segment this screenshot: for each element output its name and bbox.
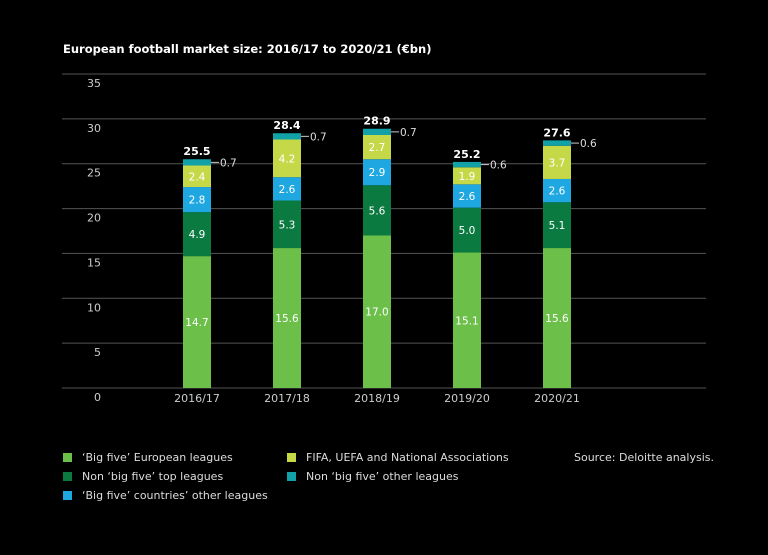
legend-item: Non ‘big five’ top leagues (63, 470, 223, 483)
data-label: 5.3 (279, 219, 296, 231)
legend-swatch (287, 453, 296, 462)
legend-label: Non ‘big five’ other leagues (306, 470, 459, 483)
total-label: 27.6 (543, 126, 570, 139)
data-label: 3.7 (549, 157, 566, 169)
bar-segment (183, 187, 211, 213)
bar-segment (183, 212, 211, 257)
x-tick-label: 2017/18 (264, 392, 310, 405)
total-label: 25.5 (183, 145, 210, 158)
bar-segment (273, 133, 301, 140)
data-label: 0.7 (400, 127, 417, 139)
data-label: 2.6 (459, 191, 476, 203)
bar-segment (543, 202, 571, 249)
data-label: 14.7 (185, 317, 208, 329)
y-tick-label: 30 (87, 122, 101, 135)
data-label: 2.8 (189, 195, 206, 207)
data-label: 5.1 (549, 220, 566, 232)
y-tick-label: 35 (87, 77, 101, 90)
legend-item: FIFA, UEFA and National Associations (287, 451, 509, 464)
bar-segment (543, 145, 571, 179)
data-label: 2.6 (549, 186, 566, 198)
bar-segment (363, 159, 391, 186)
bar-segment (543, 178, 571, 203)
data-label: 5.6 (369, 205, 386, 217)
data-label: 1.9 (459, 171, 476, 183)
legend-label: ‘Big five’ countries’ other leagues (82, 489, 268, 502)
data-label: 15.6 (275, 313, 299, 325)
total-label: 25.2 (453, 148, 480, 161)
legend-label: ‘Big five’ European leagues (82, 451, 233, 464)
total-label: 28.9 (363, 115, 390, 128)
bar-segment (453, 252, 481, 388)
data-label: 0.6 (580, 138, 597, 150)
legend-swatch (63, 453, 72, 462)
y-tick-label: 25 (87, 167, 101, 180)
data-label: 2.4 (189, 171, 206, 183)
data-label: 4.2 (279, 153, 296, 165)
data-label: 15.1 (455, 315, 478, 327)
bar-segment (363, 235, 391, 388)
data-label: 0.6 (490, 160, 507, 172)
legend-swatch (63, 472, 72, 481)
source-note: Source: Deloitte analysis. (574, 451, 714, 464)
bar-segment (183, 256, 211, 388)
bar-segment (453, 207, 481, 253)
bar-segment (453, 184, 481, 208)
y-tick-label: 5 (94, 346, 101, 359)
y-tick-label: 20 (87, 212, 101, 225)
bar-segment (363, 185, 391, 236)
legend-item: ‘Big five’ countries’ other leagues (63, 489, 268, 502)
total-label: 28.4 (273, 119, 300, 132)
bar-segment (453, 161, 481, 168)
x-tick-label: 2016/17 (174, 392, 220, 405)
y-tick-label: 10 (87, 301, 101, 314)
bar-segment (363, 128, 391, 136)
data-label: 5.0 (459, 225, 476, 237)
data-label: 17.0 (365, 307, 388, 319)
legend-swatch (287, 472, 296, 481)
bar-segment (543, 140, 571, 146)
data-label: 4.9 (189, 229, 206, 241)
x-tick-label: 2018/19 (354, 392, 400, 405)
bar-segment (183, 165, 211, 188)
x-tick-label: 2020/21 (534, 392, 580, 405)
legend-label: FIFA, UEFA and National Associations (306, 451, 509, 464)
data-label: 2.9 (369, 167, 386, 179)
legend-swatch (63, 491, 72, 500)
data-label: 2.7 (369, 142, 386, 154)
bar-segment (273, 139, 301, 178)
data-label: 2.6 (279, 184, 296, 196)
data-label: 0.7 (310, 131, 327, 143)
chart-title: European football market size: 2016/17 t… (63, 42, 432, 56)
y-tick-label: 15 (87, 256, 101, 269)
legend-item: ‘Big five’ European leagues (63, 451, 233, 464)
y-tick-label: 0 (94, 391, 101, 404)
bar-segment (273, 200, 301, 249)
bar-segment (363, 135, 391, 160)
bar-segment (273, 177, 301, 201)
bar-segment (183, 159, 211, 166)
legend-label: Non ‘big five’ top leagues (82, 470, 224, 483)
bar-segment (273, 248, 301, 388)
x-tick-label: 2019/20 (444, 392, 490, 405)
data-label: 0.7 (220, 157, 237, 169)
legend-item: Non ‘big five’ other leagues (287, 470, 458, 483)
data-label: 15.6 (545, 313, 569, 325)
bar-segment (453, 167, 481, 185)
bar-segment (543, 248, 571, 388)
